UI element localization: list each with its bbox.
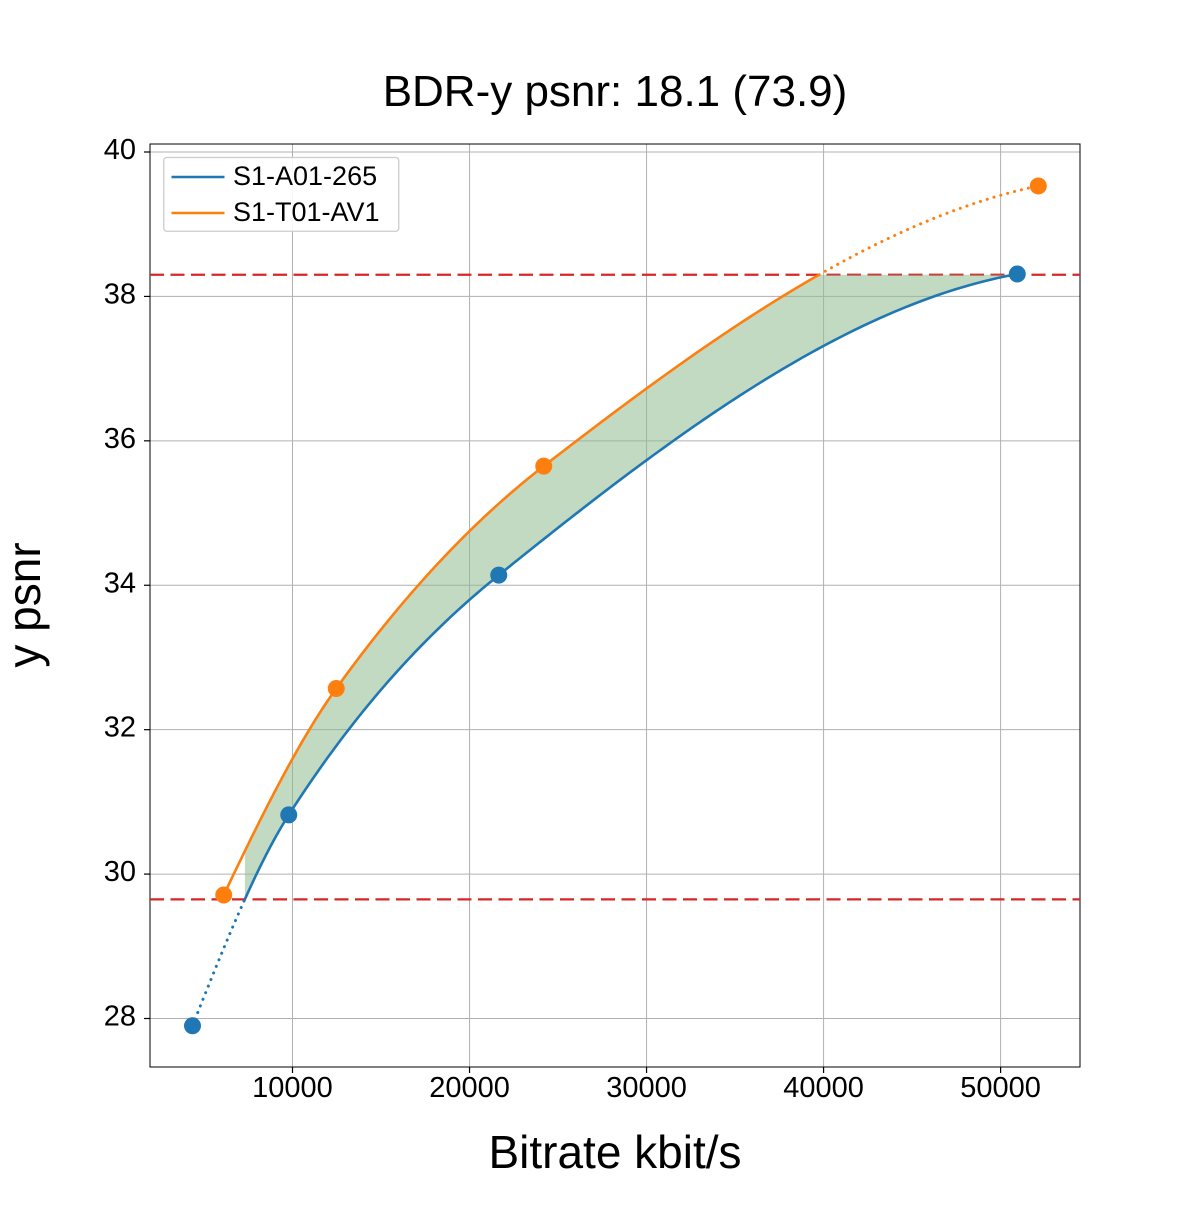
svg-text:S1-A01-265: S1-A01-265	[233, 161, 377, 191]
svg-text:Bitrate kbit/s: Bitrate kbit/s	[488, 1126, 741, 1178]
svg-text:36: 36	[104, 423, 136, 455]
svg-text:BDR-y psnr: 18.1 (73.9): BDR-y psnr: 18.1 (73.9)	[383, 67, 848, 116]
svg-text:30: 30	[104, 856, 136, 888]
svg-text:20000: 20000	[429, 1072, 510, 1104]
svg-text:32: 32	[104, 712, 136, 744]
svg-text:30000: 30000	[606, 1072, 687, 1104]
svg-text:34: 34	[104, 567, 136, 599]
svg-text:40: 40	[104, 134, 136, 166]
svg-text:40000: 40000	[783, 1072, 864, 1104]
svg-text:28: 28	[104, 1001, 136, 1033]
svg-text:10000: 10000	[252, 1072, 333, 1104]
svg-text:y psnr: y psnr	[0, 542, 50, 667]
svg-text:50000: 50000	[960, 1072, 1041, 1104]
svg-text:38: 38	[104, 278, 136, 310]
svg-text:S1-T01-AV1: S1-T01-AV1	[233, 197, 380, 227]
